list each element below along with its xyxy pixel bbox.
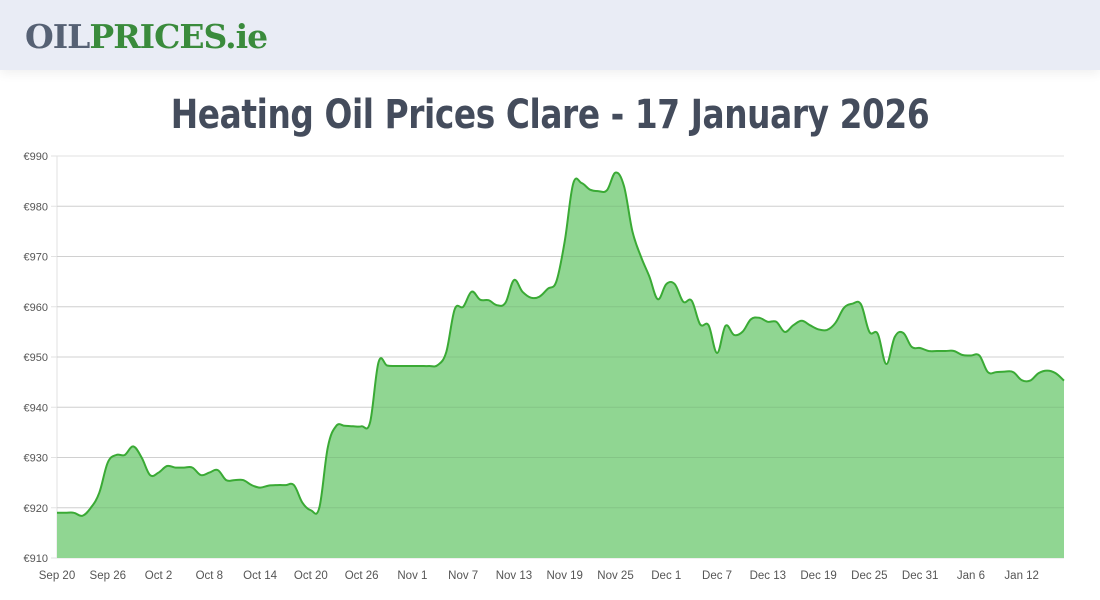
x-tick-label: Dec 13 xyxy=(750,570,786,582)
x-tick-label: Nov 13 xyxy=(496,570,532,582)
price-chart-svg[interactable]: €910 €920 €930 €940 €950 €960 €970 €980 €990 Sep… xyxy=(0,140,1100,600)
y-tick-label: €920 xyxy=(24,503,48,515)
price-line[interactable] xyxy=(56,171,1065,517)
page-title: Heating Oil Prices Clare - 17 January 20… xyxy=(170,92,930,138)
y-tick-label: €960 xyxy=(24,302,48,314)
x-tick-label: Nov 7 xyxy=(448,570,478,582)
y-tick-label: €930 xyxy=(24,453,48,465)
x-tick-label: Dec 25 xyxy=(851,570,887,582)
x-tick-label: Sep 20 xyxy=(39,570,75,582)
x-tick-label: Sep 26 xyxy=(90,570,126,582)
x-tick-label: Dec 7 xyxy=(702,570,732,582)
x-tick-label: Nov 25 xyxy=(597,570,633,582)
y-axis: €910 €920 €930 €940 €950 €960 €970 €980 €990 xyxy=(24,151,58,565)
x-tick-label: Oct 2 xyxy=(145,570,172,582)
x-tick-label: Oct 8 xyxy=(196,570,223,582)
x-tick-label: Oct 20 xyxy=(294,570,328,582)
y-tick-label: €950 xyxy=(24,352,48,364)
price-chart[interactable]: €910 €920 €930 €940 €950 €960 €970 €980 €990 Sep… xyxy=(0,140,1100,600)
x-axis: Sep 20 Sep 26 Oct 2 Oct 8 Oct 14 Oct 20 Oct 26… xyxy=(39,570,1039,582)
logo-oil-text: OIL xyxy=(25,17,90,56)
y-tick-label: €990 xyxy=(24,151,48,163)
site-logo[interactable]: OILPRICES.ie xyxy=(25,17,268,57)
x-tick-label: Dec 31 xyxy=(902,570,938,582)
y-tick-label: €910 xyxy=(24,553,48,565)
y-tick-label: €970 xyxy=(24,252,48,264)
x-tick-label: Dec 1 xyxy=(651,570,681,582)
x-tick-label: Nov 1 xyxy=(397,570,427,582)
x-tick-label: Jan 6 xyxy=(957,570,985,582)
x-tick-label: Oct 14 xyxy=(243,570,277,582)
logo-prices-text: PRICES.ie xyxy=(89,17,268,56)
x-tick-label: Dec 19 xyxy=(800,570,836,582)
x-tick-label: Nov 19 xyxy=(547,570,583,582)
gridlines-overlay xyxy=(57,205,1064,509)
x-tick-label: Jan 12 xyxy=(1004,570,1039,582)
y-tick-label: €980 xyxy=(24,201,48,213)
site-header: OILPRICES.ie xyxy=(0,0,1100,70)
y-tick-label: €940 xyxy=(24,402,48,414)
x-tick-label: Oct 26 xyxy=(345,570,379,582)
price-area-fill xyxy=(57,172,1064,559)
